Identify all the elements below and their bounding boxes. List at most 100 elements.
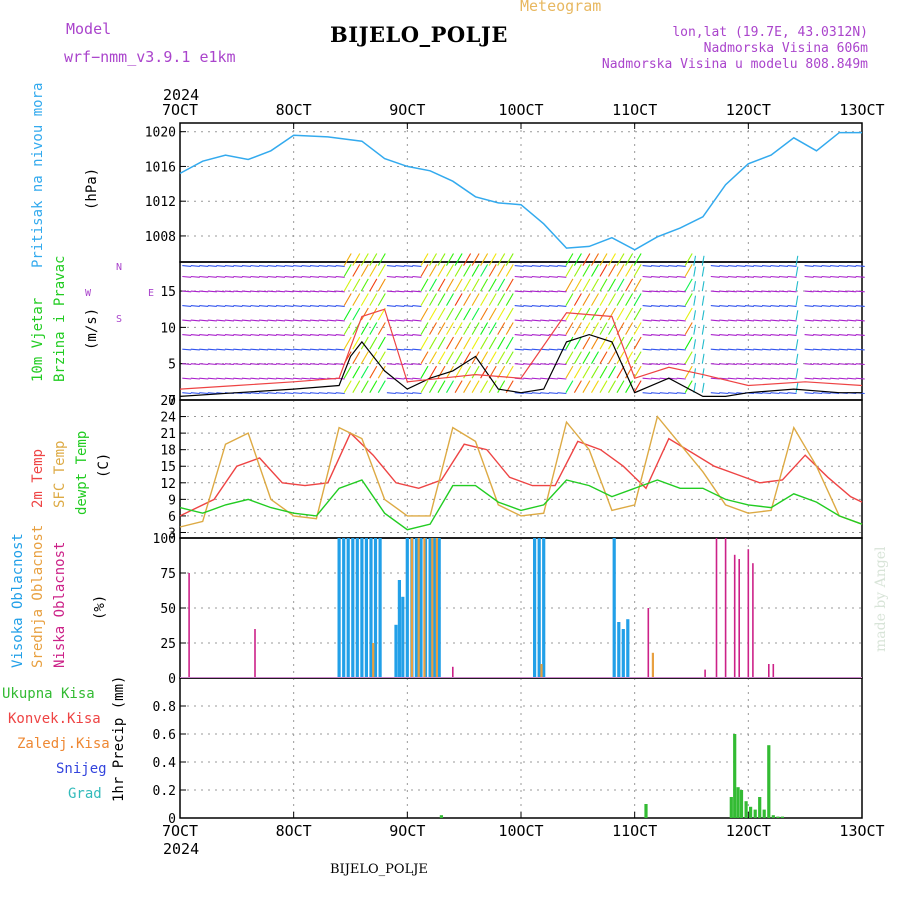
cloud-high-bar	[626, 619, 630, 677]
wind-barb	[488, 307, 497, 321]
wind-barb	[216, 265, 226, 267]
wind-barb	[659, 363, 669, 366]
wind-barb	[651, 290, 661, 293]
wind-barb	[420, 336, 429, 350]
wind-barb	[293, 265, 303, 267]
wind-barb	[659, 392, 669, 395]
wind-barb	[454, 264, 463, 277]
wind-barb	[838, 265, 848, 267]
wind-barb	[446, 264, 454, 277]
wind-barb	[310, 290, 320, 293]
wind-barb	[659, 305, 669, 307]
wind-barb	[787, 290, 797, 293]
wind-barb	[540, 377, 550, 380]
wind-barb	[540, 319, 550, 322]
wind-barb	[633, 253, 642, 266]
cloud-mid-bar	[431, 538, 434, 677]
cloud-high-bar	[542, 538, 546, 677]
wind-barb	[267, 275, 277, 278]
wind-barb	[813, 305, 823, 307]
wind-barb	[701, 295, 705, 306]
cloud-low-bar	[647, 608, 650, 677]
wind-barb	[437, 264, 446, 277]
wind-barb	[182, 334, 192, 336]
wind-barb	[778, 275, 789, 278]
cloud-high-bar	[405, 538, 409, 677]
cloud-mid-bar	[410, 538, 413, 677]
wind-barb	[642, 290, 652, 293]
y-tick-label: 21	[160, 427, 176, 442]
wind-barb	[573, 264, 582, 277]
wind-barb	[591, 380, 599, 393]
wind-barb	[403, 305, 413, 307]
wind-barb	[855, 265, 865, 267]
wind-barb	[651, 265, 661, 267]
cloud-high-bar	[401, 596, 405, 677]
wind-barb	[471, 307, 480, 321]
wind-barb	[744, 363, 754, 366]
wind-barb	[573, 365, 582, 379]
wind-barb	[531, 265, 541, 267]
wind-barb	[412, 319, 422, 322]
wind-barb	[625, 380, 634, 393]
wind-barb	[582, 293, 591, 306]
wind-barb	[770, 348, 780, 351]
wind-barb	[795, 382, 799, 393]
wind-barb	[233, 348, 243, 351]
wind-barb	[207, 392, 217, 395]
wind-barb	[514, 319, 524, 322]
wind-barb	[293, 363, 303, 366]
wind-barb	[855, 348, 865, 351]
wind-barb	[403, 363, 413, 366]
precip-bar	[733, 734, 737, 818]
wind-barb	[557, 265, 567, 267]
wind-barb	[693, 310, 697, 321]
wind-barb	[463, 322, 472, 335]
compass-e: E	[148, 288, 155, 299]
precip-bar	[780, 816, 784, 818]
model-label: Model	[66, 20, 112, 38]
wind-barb	[633, 365, 642, 379]
wind-barb	[386, 305, 396, 307]
cloud-high-bar	[621, 629, 625, 677]
wind-barb	[523, 334, 533, 336]
wind-barb	[651, 275, 661, 278]
legend-total-rain: Ukupna Kisa	[2, 686, 95, 702]
wind-barb	[480, 307, 489, 321]
wind-barb	[523, 305, 533, 307]
compass-w: W	[85, 288, 92, 299]
wind-barb	[642, 363, 652, 366]
y-tick-label: 6	[168, 510, 176, 525]
wind-barb	[540, 265, 550, 267]
wind-barb	[412, 348, 422, 351]
wind-barb	[207, 275, 217, 278]
wind-barb	[301, 334, 311, 336]
wind-barb	[744, 334, 754, 336]
wind-barb	[199, 348, 209, 351]
wind-barb	[514, 392, 524, 395]
wind-barb	[727, 334, 737, 336]
wind-barb	[343, 264, 352, 277]
wind-barb	[642, 392, 652, 395]
wind-barb	[224, 348, 234, 351]
wind-barb	[335, 348, 345, 351]
wind-barb	[599, 380, 608, 393]
wind-barb	[267, 377, 277, 380]
wind-barb	[267, 305, 277, 307]
wind-barb	[659, 265, 669, 267]
wind-barb	[284, 265, 294, 267]
wind-barb	[318, 275, 328, 278]
wind-barb	[830, 290, 840, 293]
wind-barb	[838, 334, 848, 336]
wind-barb	[190, 348, 200, 351]
wind-barb	[668, 265, 678, 267]
wind-barb	[710, 363, 720, 366]
wind-barb	[471, 322, 480, 335]
wind-barb	[770, 392, 780, 395]
wind-barb	[224, 377, 234, 380]
wind-barb	[804, 319, 814, 322]
wind-barb	[719, 348, 729, 351]
wind-barb	[855, 334, 865, 336]
wind-barb	[795, 368, 799, 379]
wind-barb	[676, 334, 686, 336]
